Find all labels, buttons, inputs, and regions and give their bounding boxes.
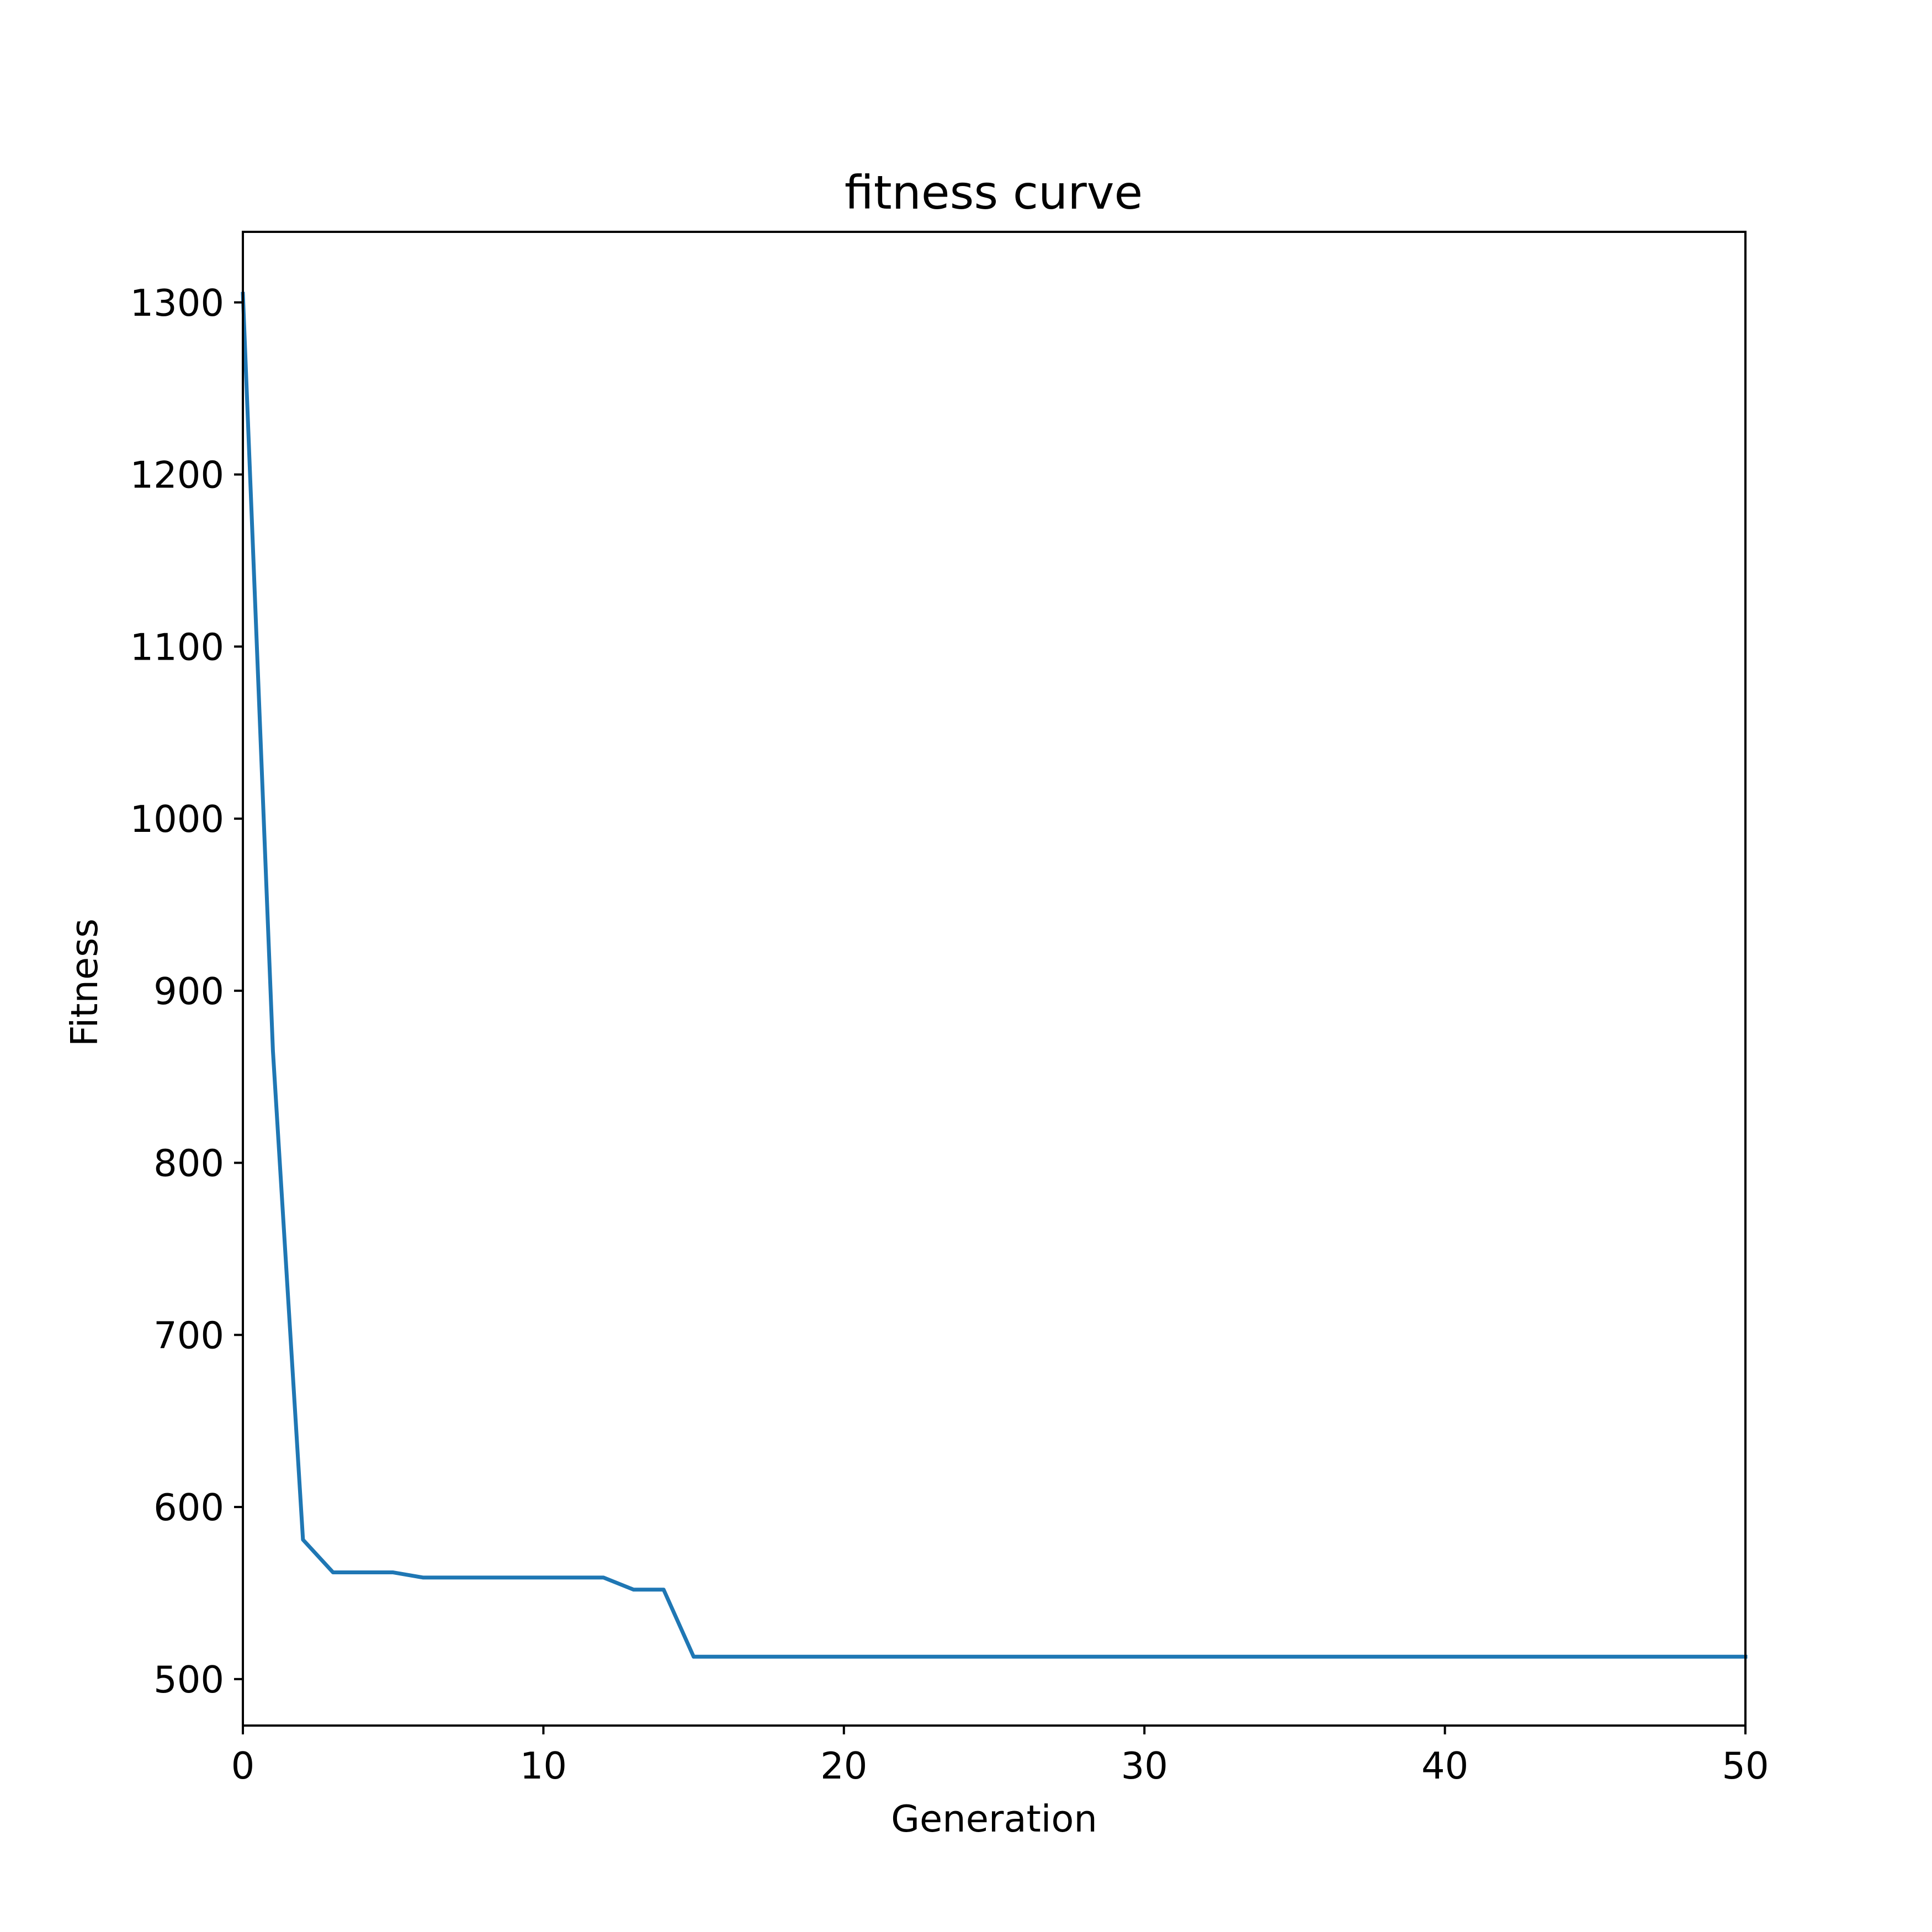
series-layer — [241, 291, 1748, 1659]
x-tick-label: 30 — [1121, 1744, 1168, 1787]
fitness-series-line-0 — [241, 291, 1748, 1659]
y-tick-label: 1100 — [130, 625, 224, 668]
x-tick-label: 50 — [1722, 1744, 1769, 1787]
x-tick-label: 10 — [520, 1744, 567, 1787]
y-tick-label: 1000 — [130, 798, 224, 841]
y-tick-label: 600 — [153, 1486, 224, 1529]
y-axis: 500 600 700 800 900 1000 1100 1200 1300 — [130, 282, 243, 1701]
plot-frame — [242, 231, 1747, 1727]
y-tick-label: 700 — [153, 1314, 224, 1357]
y-tick-label: 1300 — [130, 282, 224, 325]
chart-title: fitness curve — [845, 166, 1143, 220]
x-tick-label: 0 — [231, 1744, 255, 1787]
y-tick-label: 800 — [153, 1142, 224, 1185]
y-tick-label: 1200 — [130, 454, 224, 497]
y-tick-label: 500 — [153, 1658, 224, 1701]
y-tick-label: 900 — [153, 970, 224, 1013]
x-axis-label: Generation — [891, 1797, 1097, 1840]
y-axis-label: Fitness — [63, 919, 106, 1047]
x-axis: 0 10 20 30 40 50 — [231, 1726, 1769, 1787]
x-tick-label: 20 — [820, 1744, 867, 1787]
x-tick-label: 40 — [1421, 1744, 1468, 1787]
